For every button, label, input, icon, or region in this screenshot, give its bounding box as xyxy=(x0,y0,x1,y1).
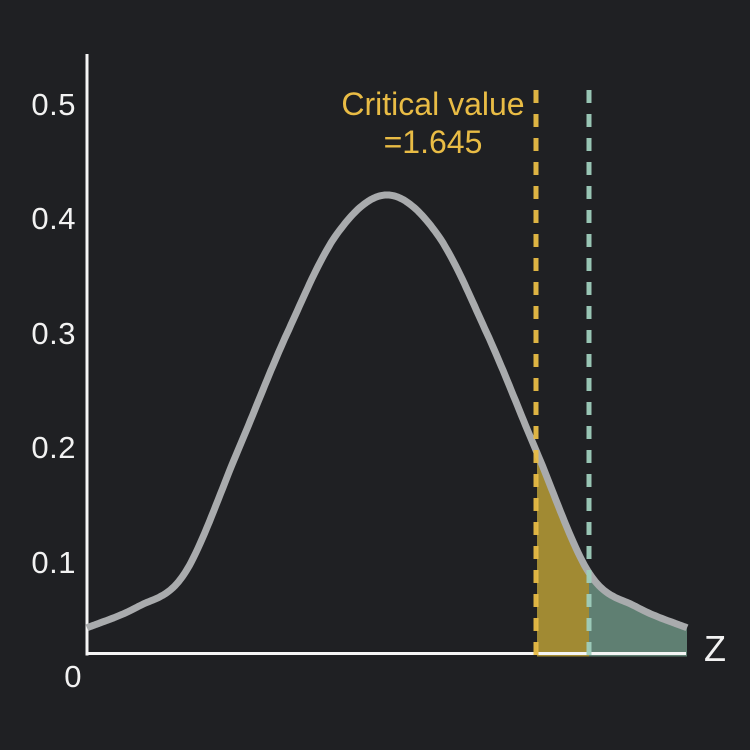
upper-tail-region-teal xyxy=(589,572,687,657)
critical-value-annotation: Critical value =1.645 xyxy=(341,85,524,161)
y-tick-label-0.2: 0.2 xyxy=(31,430,76,465)
y-tick-label-0: 0 xyxy=(64,659,82,694)
y-tick-label-0.3: 0.3 xyxy=(31,315,76,351)
critical-value-annotation-line1: Critical value xyxy=(341,86,525,122)
y-tick-label-0.4: 0.4 xyxy=(31,201,76,236)
y-tick-label-0.1: 0.1 xyxy=(31,544,76,580)
normal-curve xyxy=(84,191,690,631)
rejection-region-gold xyxy=(537,452,589,657)
y-tick-label-0.5: 0.5 xyxy=(31,86,76,122)
x-axis-label: Z xyxy=(704,628,726,669)
critical-value-annotation-line2: =1.645 xyxy=(383,124,483,160)
